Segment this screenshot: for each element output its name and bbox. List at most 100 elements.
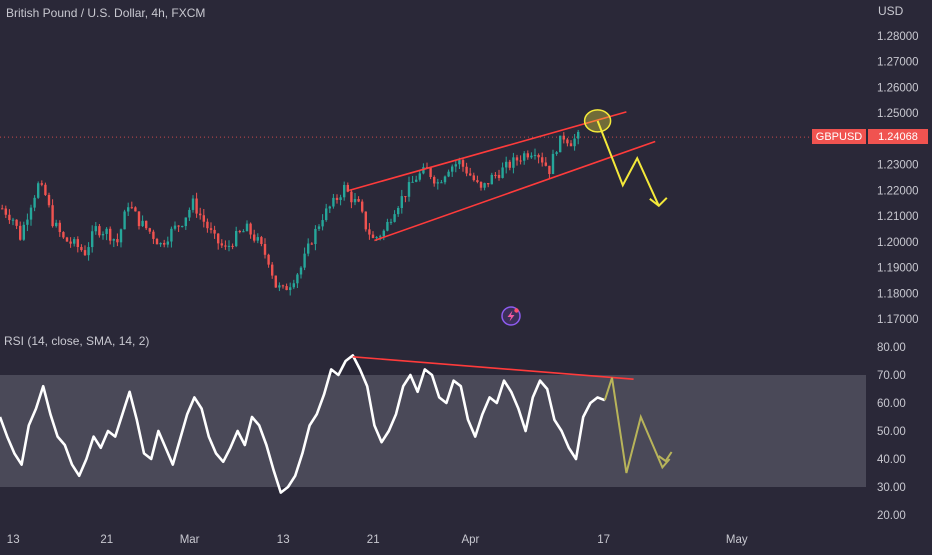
candle-body [213, 229, 216, 234]
candle-body [159, 242, 162, 245]
time-tick-label: 13 [277, 534, 290, 546]
candle-body [188, 209, 191, 218]
candle-body [76, 239, 79, 248]
candle-body [249, 223, 252, 235]
candle-body [343, 184, 346, 198]
badge-symbol: GBPUSD [816, 131, 863, 143]
candle-body [8, 214, 11, 221]
candle-body [181, 226, 184, 228]
price-pane[interactable] [0, 129, 866, 296]
candle-body [501, 167, 504, 178]
candle-body [386, 221, 389, 231]
candle-body [317, 226, 321, 229]
candle-body [407, 182, 411, 197]
candle-body [166, 241, 169, 245]
candle-body [47, 194, 51, 206]
time-tick-label: 21 [100, 534, 113, 546]
price-tick-label: 1.22000 [877, 185, 919, 197]
candle-body [548, 165, 551, 175]
candle-body [512, 157, 515, 168]
candle-body [58, 222, 61, 233]
candle-body [69, 241, 72, 244]
lightning-icon[interactable] [501, 306, 521, 326]
candle-body [62, 232, 65, 238]
time-tick-label: May [726, 534, 748, 546]
rsi-tick-label: 20.00 [877, 510, 906, 522]
rsi-axis[interactable]: 80.00 70.00 60.00 50.00 40.00 30.00 20.00 [877, 342, 906, 522]
candle-body [451, 166, 454, 172]
candle-body [397, 207, 400, 215]
candle-body [130, 207, 133, 209]
candle-body [177, 225, 180, 227]
candle-body [271, 264, 274, 276]
candle-body [152, 231, 155, 239]
candle-body [310, 243, 313, 245]
rsi-pane[interactable] [0, 354, 673, 494]
candle-body [11, 219, 15, 221]
candle-body [116, 239, 119, 243]
time-tick-label: 21 [367, 534, 380, 546]
highlight-circle [583, 109, 612, 133]
candle-body [458, 160, 461, 165]
rsi-label: RSI (14, close, SMA, 14, 2) [4, 334, 149, 348]
candle-body [533, 154, 537, 156]
candle-body [105, 228, 108, 234]
candle-body [292, 283, 295, 288]
candle-body [357, 199, 360, 202]
candle-body [303, 253, 306, 268]
candle-body [299, 267, 303, 275]
candle-body [411, 181, 414, 183]
time-axis[interactable]: 13 21 Mar 13 21 Apr 17 May [7, 534, 748, 546]
candle-body [562, 135, 565, 140]
candle-body [145, 220, 148, 229]
candle-body [541, 157, 544, 163]
candle-body [415, 179, 418, 182]
candle-body [476, 180, 479, 182]
candle-body [465, 166, 468, 174]
projection-arrow [596, 120, 660, 207]
candle-body [267, 254, 270, 265]
candle-body [523, 153, 526, 161]
badge-price: 1.24068 [878, 131, 918, 143]
arrow-head [649, 197, 668, 208]
candle-body [281, 285, 285, 287]
candle-body [217, 233, 220, 244]
candle-body [94, 226, 97, 232]
candle-body [505, 161, 508, 168]
candle-body [364, 211, 367, 230]
candle-body [170, 228, 173, 242]
rsi-tick-label: 30.00 [877, 482, 906, 494]
rsi-tick-label: 80.00 [877, 342, 906, 354]
candle-body [87, 247, 90, 256]
candle-body [134, 207, 137, 212]
candle-body [245, 223, 249, 232]
candle-body [73, 239, 76, 244]
time-tick-label: 13 [7, 534, 20, 546]
candle-body [382, 230, 385, 237]
candle-body [361, 201, 364, 212]
price-tick-label: 1.18000 [877, 288, 919, 300]
candle-body [440, 182, 443, 184]
candle-body [289, 287, 292, 291]
rsi-tick-label: 50.00 [877, 426, 906, 438]
candle-body [368, 229, 371, 235]
candle-body [83, 250, 87, 256]
candle-body [65, 237, 69, 242]
candle-body [51, 205, 54, 227]
candle-body [422, 167, 425, 174]
candle-body [490, 174, 493, 185]
candle-body [487, 183, 490, 185]
candle-body [231, 245, 234, 247]
candle-body [559, 135, 562, 153]
rsi-tick-label: 70.00 [877, 370, 906, 382]
candle-body [242, 231, 245, 233]
price-axis[interactable]: 1.280001.270001.260001.250001.240001.230… [877, 31, 919, 326]
candle-body [447, 171, 450, 177]
rsi-projection [603, 377, 671, 474]
candle-body [537, 154, 540, 158]
drawing-layer[interactable] [348, 109, 668, 242]
candle-body [307, 243, 310, 254]
candle-body [443, 176, 447, 183]
candle-body [371, 234, 375, 238]
